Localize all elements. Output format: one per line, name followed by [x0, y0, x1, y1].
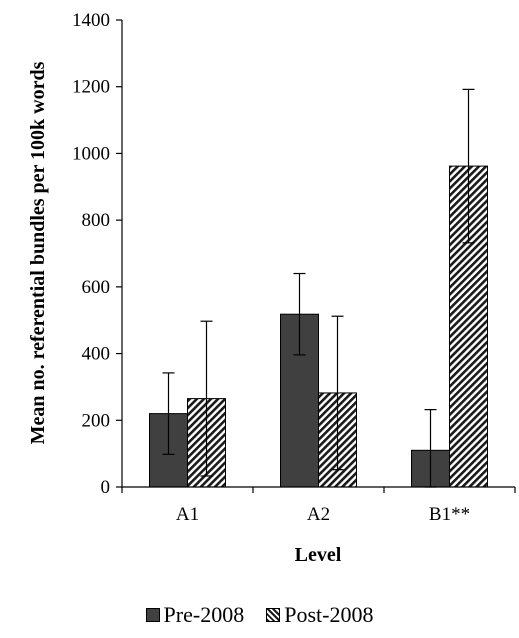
- legend-swatch-post-2008: [266, 608, 281, 622]
- x-tick-label-a2: A2: [307, 504, 330, 525]
- axes: [121, 20, 515, 488]
- y-tick-label-1200: 1200: [72, 77, 110, 98]
- y-tick-label-400: 400: [82, 344, 111, 365]
- legend-label-post-2008: Post-2008: [284, 602, 374, 627]
- y-tick-label-0: 0: [101, 477, 111, 498]
- y-tick-label-200: 200: [82, 410, 111, 431]
- y-tick-label-1000: 1000: [72, 143, 110, 164]
- chart: 0 200 400 600 800 1000 1200 1400 A1 A2 B1** Level…: [27, 10, 516, 566]
- legend-item-pre-2008: Pre-2008: [145, 602, 245, 628]
- y-tick-label-600: 600: [82, 277, 111, 298]
- x-tick-label-b1: B1**: [429, 504, 470, 525]
- legend-label-pre-2008: Pre-2008: [163, 602, 245, 627]
- legend: Pre-2008 Post-2008: [0, 602, 519, 628]
- error-bars: [162, 88, 475, 488]
- y-axis-ticks: 0 200 400 600 800 1000 1200 1400: [72, 10, 122, 498]
- x-axis-title: Level: [295, 544, 342, 566]
- x-axis-ticks: A1 A2 B1**: [121, 487, 516, 525]
- x-tick-label-a1: A1: [176, 504, 199, 525]
- legend-swatch-pre-2008: [145, 608, 160, 622]
- y-axis-title: Mean no. referential bundles per 100k wo…: [27, 61, 49, 444]
- legend-item-post-2008: Post-2008: [266, 602, 373, 628]
- y-tick-label-800: 800: [82, 210, 111, 231]
- bars: [149, 165, 488, 488]
- y-tick-label-1400: 1400: [72, 10, 110, 31]
